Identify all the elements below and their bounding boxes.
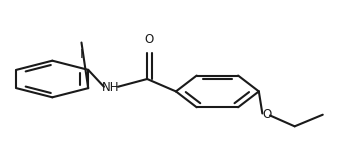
Text: I: I (80, 48, 83, 61)
Text: NH: NH (102, 81, 119, 94)
Text: O: O (145, 33, 154, 46)
Text: O: O (262, 108, 271, 121)
